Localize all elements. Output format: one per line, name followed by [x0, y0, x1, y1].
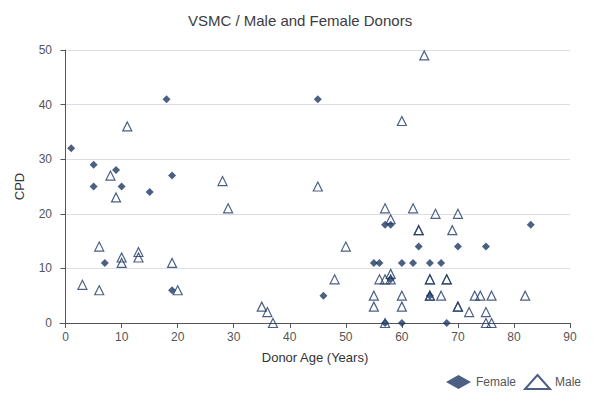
svg-text:VSMC / Male and Female Donors: VSMC / Male and Female Donors [188, 12, 412, 29]
svg-text:Female: Female [476, 375, 516, 389]
svg-text:50: 50 [339, 330, 353, 344]
svg-text:20: 20 [39, 207, 53, 221]
svg-text:Donor Age (Years): Donor Age (Years) [262, 350, 368, 365]
svg-text:70: 70 [451, 330, 465, 344]
svg-text:60: 60 [395, 330, 409, 344]
svg-text:0: 0 [62, 330, 69, 344]
svg-text:40: 40 [283, 330, 297, 344]
svg-text:50: 50 [39, 43, 53, 57]
svg-text:90: 90 [563, 330, 577, 344]
svg-text:Male: Male [555, 375, 581, 389]
svg-text:0: 0 [45, 316, 52, 330]
svg-text:30: 30 [39, 152, 53, 166]
svg-text:20: 20 [171, 330, 185, 344]
svg-text:80: 80 [507, 330, 521, 344]
svg-text:CPD: CPD [12, 173, 27, 200]
svg-text:10: 10 [115, 330, 129, 344]
svg-text:40: 40 [39, 98, 53, 112]
svg-text:10: 10 [39, 261, 53, 275]
svg-text:30: 30 [227, 330, 241, 344]
